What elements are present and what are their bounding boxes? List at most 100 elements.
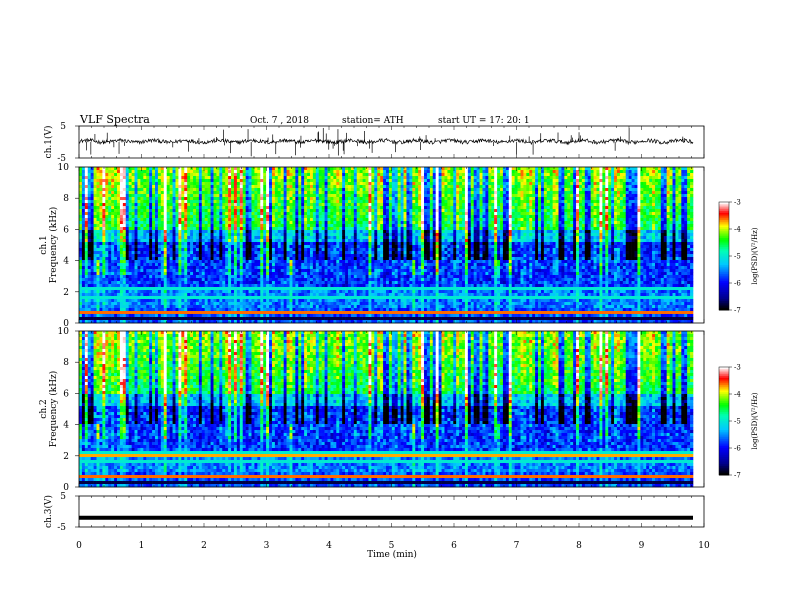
spec1-cell [277,167,282,171]
spec1-cell [213,311,217,315]
spec1-cell [289,176,293,180]
spec1-cell [178,260,182,264]
spec1-cell [289,233,293,237]
spec1-cell [210,179,214,183]
spec1-cell [327,281,331,285]
spec1-cell [166,290,170,294]
spec1-cell [207,272,211,276]
spec1-cell [342,170,346,174]
spec1-cell [245,197,249,201]
spec1-cell [146,296,150,300]
spec1-cell [315,194,320,198]
spec1-cell [84,188,89,192]
spec1-cell [79,299,83,303]
spec1-cell [222,254,226,258]
spec1-cell [160,290,165,294]
spec1-cell [260,272,264,276]
spec1-cell [321,275,325,279]
spec1-cell [225,242,229,246]
spec1-cell [184,305,188,309]
spec1-cell [79,206,83,210]
spec1-cell [93,311,97,315]
spec1-cell [280,287,284,291]
spec1-cell [318,176,322,180]
spec1-cell [108,224,112,228]
spec1-cell [257,176,261,180]
spec1-cell [289,170,293,174]
spec1-cell [155,197,159,201]
spec1-cell [125,314,129,318]
spec1-cell [90,296,94,300]
spec1-cell [157,194,162,198]
spec1-cell [160,191,165,195]
spec1-cell [111,293,115,297]
spec1-cell [128,185,132,189]
spec1-cell [146,224,150,228]
spec1-cell [269,170,273,174]
spec1-cell [117,311,121,315]
spec1-cell [125,236,129,240]
spec1-cell [327,308,331,312]
spec1-cell [117,185,121,189]
spec1-cell [274,224,279,228]
spec1-cell [330,308,334,312]
spec1-cell [134,215,138,219]
spec1-cell [155,305,159,309]
spec1-cell [304,197,308,201]
spec1-cell [321,284,325,288]
spec1-cell [318,218,322,222]
spec1-cell [266,206,270,210]
spec1-cell [163,176,168,180]
spec1-cell [157,290,162,294]
spec1-cell [131,206,135,210]
spec1-cell [231,209,235,213]
spec1-cell [111,239,115,243]
spec1-cell [274,272,279,276]
spec1-cell [201,197,206,201]
spec1-cell [90,287,94,291]
spec1-cell [140,296,144,300]
spec1-cell [345,263,349,267]
spec1-cell [184,317,188,321]
spec1-cell [298,317,302,321]
spec1-cell [312,302,317,306]
spec1-cell [155,233,159,237]
spec1-cell [301,320,305,324]
spec1-cell [134,305,138,309]
spec1-cell [222,191,226,195]
spec1-cell [108,287,112,291]
spec1-cell [286,179,290,183]
spec1-cell [146,167,150,171]
spec1-cell [216,239,220,243]
spec1-cell [210,284,214,288]
spec1-cell [239,191,244,195]
spec1-cell [169,224,173,228]
spec1-cell [318,284,322,288]
spec1-cell [330,188,334,192]
spec1-cell [233,308,238,312]
spec1-cell [213,206,217,210]
spec1-cell [251,212,255,216]
spec1-cell [213,317,217,321]
spec1-cell [345,281,349,285]
spec1-cell [222,317,226,321]
spec1-cell [169,275,173,279]
spec1-cell [233,299,238,303]
spec1-cell [307,311,311,315]
spec1-cell [213,173,217,177]
spec1-cell [190,233,194,237]
spec1-cell [201,284,206,288]
spec1-cell [187,287,191,291]
spec1-cell [304,290,308,294]
spec1-cell [193,194,197,198]
spec1-cell [146,230,150,234]
spec1-cell [111,242,115,246]
spec1-cell [251,263,255,267]
spec1-cell [119,218,124,222]
spec1-cell [245,230,249,234]
spec1-cell [277,320,282,324]
spec1-cell [248,284,252,288]
spec1-cell [233,218,238,222]
spec1-cell [172,236,176,240]
spec1-cell [90,248,94,252]
